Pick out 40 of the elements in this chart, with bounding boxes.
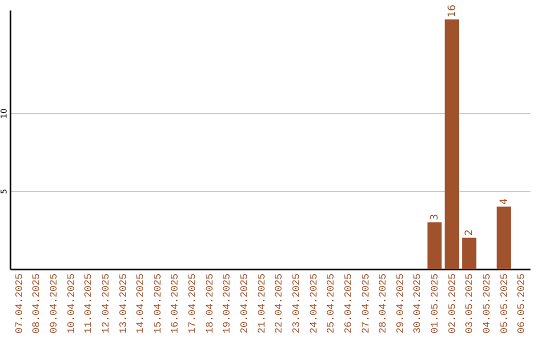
x-tick-label: 04.05.2025	[482, 274, 494, 334]
x-tick-label: 25.04.2025	[326, 274, 338, 334]
y-tick-label: 10	[0, 108, 8, 119]
x-tick-label: 22.04.2025	[274, 274, 286, 334]
x-tick-label: 01.05.2025	[430, 274, 442, 334]
x-tick-label: 08.04.2025	[32, 274, 44, 334]
data-label: 2	[464, 229, 476, 236]
x-tick-label: 21.04.2025	[257, 274, 268, 334]
x-tick-label: 16.04.2025	[170, 274, 182, 334]
bar	[462, 238, 476, 269]
x-tick-label: 02.05.2025	[448, 274, 459, 334]
x-tick-label: 29.04.2025	[396, 274, 407, 334]
bar	[444, 19, 459, 269]
data-label: 3	[430, 214, 441, 220]
data-label: 16	[446, 4, 458, 18]
x-tick-label: 23.04.2025	[292, 274, 303, 334]
x-tick-label: 05.05.2025	[500, 274, 511, 334]
x-tick-label: 03.05.2025	[465, 274, 476, 334]
x-tick-label: 10.04.2025	[66, 274, 78, 334]
x-tick-label: 07.04.2025	[14, 274, 26, 334]
x-tick-label: 09.04.2025	[49, 274, 60, 334]
x-tick-label: 14.04.2025	[136, 274, 148, 334]
x-tick-label: 30.04.2025	[413, 274, 424, 334]
x-tick-label: 15.04.2025	[153, 274, 164, 334]
data-label: 4	[498, 198, 510, 205]
x-tick-label: 17.04.2025	[188, 274, 200, 334]
bar	[427, 222, 442, 269]
x-tick-label: 18.04.2025	[205, 274, 216, 334]
x-tick-label: 19.04.2025	[222, 274, 234, 334]
x-tick-label: 27.04.2025	[361, 274, 372, 334]
x-tick-label: 06.05.2025	[517, 274, 528, 334]
x-tick-label: 26.04.2025	[344, 274, 355, 334]
bar	[496, 206, 511, 269]
x-tick-label: 24.04.2025	[309, 274, 320, 334]
x-tick-label: 11.04.2025	[84, 274, 96, 334]
y-tick-label: 5	[0, 188, 8, 194]
x-tick-label: 20.04.2025	[240, 274, 252, 334]
x-tick-label: 12.04.2025	[101, 274, 112, 334]
x-tick-label: 28.04.2025	[378, 274, 390, 334]
x-tick-label: 13.04.2025	[118, 274, 130, 334]
